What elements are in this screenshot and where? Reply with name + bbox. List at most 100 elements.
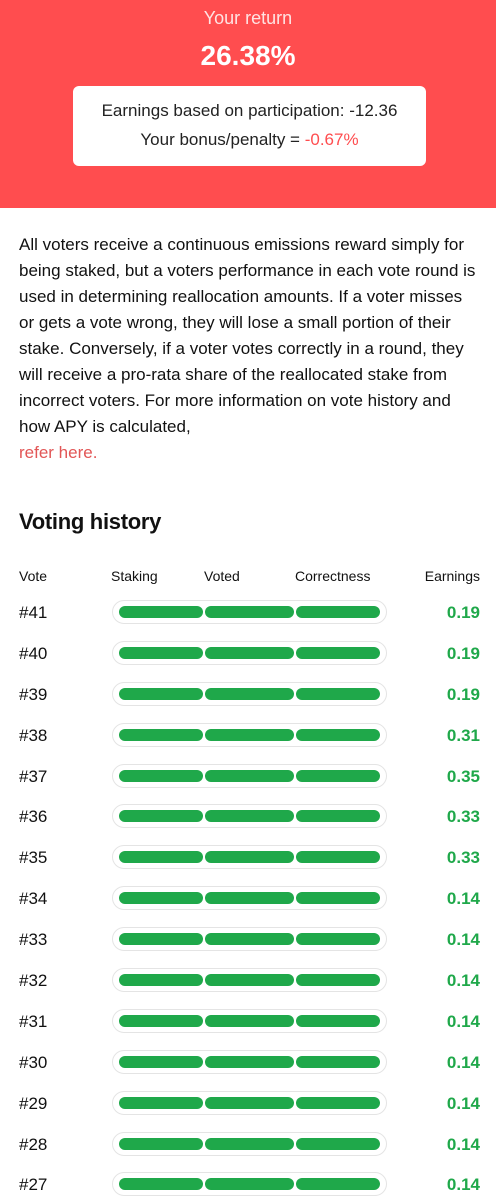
staking-indicator bbox=[119, 687, 203, 700]
participation-track bbox=[112, 640, 387, 665]
table-row[interactable]: #30 0.14 bbox=[0, 1042, 496, 1083]
vote-number: #38 bbox=[19, 725, 48, 745]
staking-indicator bbox=[119, 606, 203, 618]
vote-number: #34 bbox=[19, 889, 48, 909]
vote-number: #37 bbox=[19, 766, 48, 786]
return-label: Your return bbox=[203, 8, 293, 28]
vote-number: #28 bbox=[19, 1134, 48, 1154]
participation-track bbox=[112, 600, 387, 624]
column-header-voted: Voted bbox=[204, 568, 240, 584]
voted-indicator bbox=[205, 851, 294, 864]
staking-indicator bbox=[119, 892, 203, 905]
table-row[interactable]: #41 0.19 bbox=[0, 592, 496, 633]
voting-history-list: #41 0.19 #40 0.19 #39 0.19 #38 0.31 #37 0.35 #36 0.… bbox=[0, 592, 496, 1200]
table-row[interactable]: #40 0.19 bbox=[0, 633, 496, 674]
refer-here-link[interactable]: refer here. bbox=[19, 443, 98, 462]
correctness-indicator bbox=[296, 851, 380, 864]
table-row[interactable]: #37 0.35 bbox=[0, 756, 496, 797]
table-row[interactable]: #38 0.31 bbox=[0, 715, 496, 756]
earnings-value: 0.33 bbox=[446, 807, 480, 827]
participation-track bbox=[112, 1008, 387, 1033]
staking-indicator bbox=[119, 728, 203, 741]
voting-history-title: Voting history bbox=[19, 509, 162, 534]
table-row[interactable]: #27 0.14 bbox=[0, 1164, 496, 1200]
column-header-vote: Vote bbox=[19, 568, 48, 584]
earnings-value: 0.19 bbox=[446, 603, 480, 622]
vote-number: #41 bbox=[19, 603, 48, 622]
staking-indicator bbox=[119, 851, 203, 864]
participation-track bbox=[112, 886, 387, 911]
correctness-indicator bbox=[296, 1014, 380, 1027]
voted-indicator bbox=[205, 1178, 294, 1191]
column-header-correctness: Correctness bbox=[295, 568, 371, 584]
earnings-value: 0.14 bbox=[446, 1011, 480, 1031]
voted-indicator bbox=[205, 1014, 294, 1027]
table-row[interactable]: #36 0.33 bbox=[0, 796, 496, 837]
table-row[interactable]: #28 0.14 bbox=[0, 1124, 496, 1165]
staking-indicator bbox=[119, 1014, 203, 1027]
staking-description: All voters receive a continuous emission… bbox=[19, 232, 481, 466]
voted-indicator bbox=[205, 687, 294, 700]
staking-indicator bbox=[119, 769, 203, 782]
earnings-value: 0.31 bbox=[446, 725, 480, 745]
participation-track bbox=[112, 927, 387, 952]
correctness-indicator bbox=[296, 892, 380, 905]
correctness-indicator bbox=[296, 646, 380, 659]
earnings-summary-card: Earnings based on participation: -12.36 … bbox=[73, 86, 426, 166]
correctness-indicator bbox=[296, 606, 380, 618]
earnings-value: 0.14 bbox=[446, 889, 480, 909]
voted-indicator bbox=[205, 892, 294, 905]
correctness-indicator bbox=[296, 974, 380, 987]
correctness-indicator bbox=[296, 1178, 380, 1191]
vote-number: #32 bbox=[19, 971, 48, 991]
staking-indicator bbox=[119, 1096, 203, 1109]
correctness-indicator bbox=[296, 1096, 380, 1109]
voted-indicator bbox=[205, 933, 294, 946]
bonus-penalty-value: -0.67% bbox=[304, 130, 359, 149]
earnings-value: 0.14 bbox=[446, 971, 480, 991]
table-row[interactable]: #33 0.14 bbox=[0, 919, 496, 960]
staking-indicator bbox=[119, 933, 203, 946]
participation-track bbox=[112, 681, 387, 706]
participation-track bbox=[112, 1131, 387, 1156]
correctness-indicator bbox=[296, 728, 380, 741]
column-header-staking: Staking bbox=[111, 568, 158, 584]
voted-indicator bbox=[205, 974, 294, 987]
voted-indicator bbox=[205, 728, 294, 741]
staking-indicator bbox=[119, 1055, 203, 1068]
correctness-indicator bbox=[296, 687, 380, 700]
table-row[interactable]: #34 0.14 bbox=[0, 878, 496, 919]
staking-indicator bbox=[119, 1178, 203, 1191]
participation-track bbox=[112, 1090, 387, 1115]
staking-indicator bbox=[119, 646, 203, 659]
participation-track bbox=[112, 1172, 387, 1197]
participation-track bbox=[112, 845, 387, 870]
earnings-value: 0.14 bbox=[446, 930, 480, 950]
staking-indicator bbox=[119, 1137, 203, 1150]
earnings-value: 0.35 bbox=[446, 766, 480, 786]
vote-number: #40 bbox=[19, 643, 48, 663]
earnings-value: 0.19 bbox=[446, 684, 480, 704]
table-row[interactable]: #32 0.14 bbox=[0, 960, 496, 1001]
voted-indicator bbox=[205, 810, 294, 823]
earnings-value: 0.14 bbox=[446, 1175, 480, 1195]
correctness-indicator bbox=[296, 1055, 380, 1068]
table-row[interactable]: #29 0.14 bbox=[0, 1083, 496, 1124]
vote-number: #30 bbox=[19, 1052, 48, 1072]
correctness-indicator bbox=[296, 810, 380, 823]
earnings-value: 0.14 bbox=[446, 1093, 480, 1113]
participation-track bbox=[112, 763, 387, 788]
vote-number: #29 bbox=[19, 1093, 48, 1113]
voted-indicator bbox=[205, 606, 294, 618]
earnings-value: 0.19 bbox=[446, 643, 480, 663]
voted-indicator bbox=[205, 1055, 294, 1068]
participation-track bbox=[112, 1049, 387, 1074]
table-row[interactable]: #31 0.14 bbox=[0, 1001, 496, 1042]
vote-number: #36 bbox=[19, 807, 48, 827]
table-row[interactable]: #35 0.33 bbox=[0, 837, 496, 878]
table-row[interactable]: #39 0.19 bbox=[0, 674, 496, 715]
participation-track bbox=[112, 804, 387, 829]
column-header-earnings: Earnings bbox=[424, 568, 480, 584]
vote-number: #35 bbox=[19, 848, 48, 868]
participation-track bbox=[112, 968, 387, 993]
